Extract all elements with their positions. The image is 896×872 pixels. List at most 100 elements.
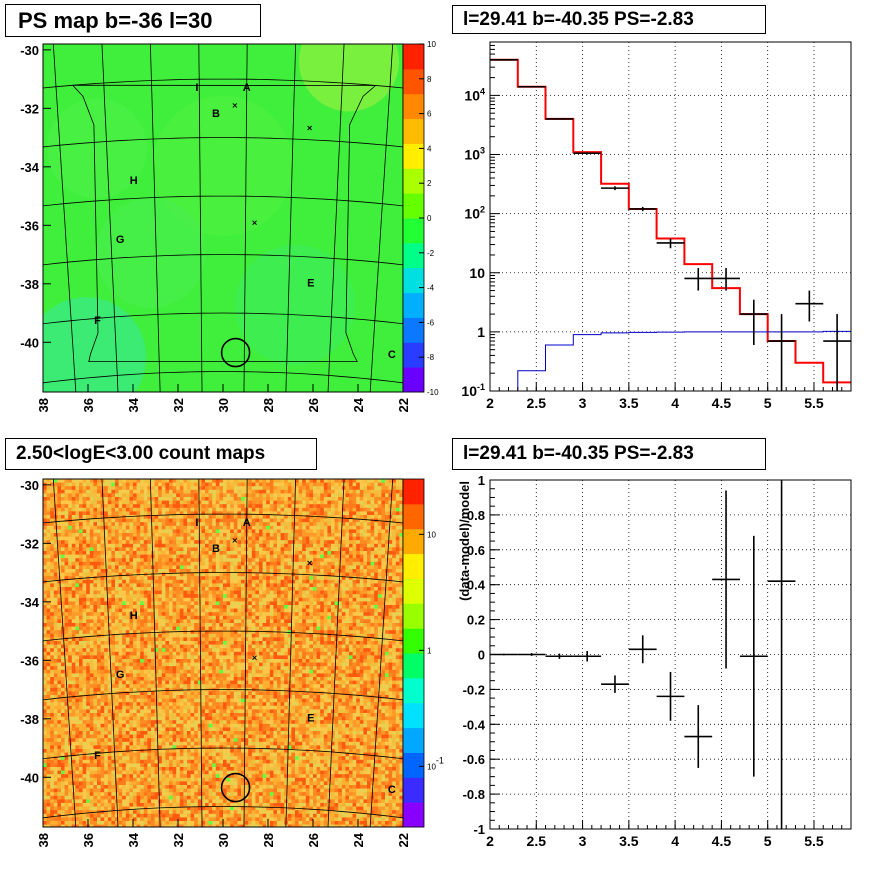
count-pixel (259, 569, 263, 573)
count-pixel (255, 497, 260, 501)
count-pixel (367, 529, 371, 534)
count-pixel (341, 597, 346, 602)
count-pixel (143, 597, 148, 602)
count-pixel (255, 479, 260, 483)
count-pixel (266, 507, 270, 512)
count-pixel (367, 615, 371, 620)
count-pixel (147, 522, 152, 526)
count-pixel (197, 630, 202, 634)
count-pixel (179, 579, 184, 584)
count-pixel (309, 486, 314, 490)
count-pixel (323, 482, 328, 487)
count-pixel (158, 615, 162, 620)
count-pixel (327, 504, 332, 508)
count-pixel (345, 597, 350, 602)
count-pixel (262, 590, 267, 595)
count-pixel (100, 522, 105, 526)
count-pixel (277, 536, 281, 541)
count-pixel (57, 504, 62, 508)
count-pixel (381, 489, 386, 494)
count-pixel (151, 594, 155, 598)
count-pixel (230, 497, 234, 501)
count-pixel (183, 547, 188, 552)
count-pixel (352, 489, 357, 494)
count-pixel (129, 583, 134, 588)
colorbar-segment (403, 68, 424, 95)
count-pixel (43, 500, 47, 505)
count-pixel (93, 540, 98, 544)
count-pixel (133, 594, 137, 598)
count-pixel (115, 630, 119, 634)
count-pixel (392, 479, 396, 483)
count-pixel (334, 529, 339, 534)
count-pixel (305, 608, 310, 613)
count-pixel (363, 518, 368, 523)
count-pixel (295, 590, 299, 595)
count-pixel (305, 587, 310, 591)
count-pixel (183, 623, 188, 627)
count-pixel (61, 489, 65, 494)
count-pixel (233, 533, 238, 537)
count-pixel (136, 551, 141, 555)
count-pixel (316, 619, 321, 624)
count-pixel (316, 547, 321, 552)
count-pixel (172, 540, 177, 544)
count-pixel (277, 605, 281, 609)
count-pixel (291, 594, 296, 598)
count-pixel (215, 569, 220, 573)
count-pixel (104, 522, 108, 526)
count-pixel (104, 594, 108, 598)
count-pixel (79, 565, 83, 570)
count-pixel (97, 601, 101, 606)
count-pixel (190, 576, 195, 580)
count-pixel (133, 551, 137, 555)
count-pixel (363, 525, 368, 530)
count-pixel (179, 558, 184, 562)
count-pixel (374, 605, 378, 609)
count-pixel (284, 594, 288, 598)
count-pixel (154, 619, 159, 624)
count-pixel (298, 489, 303, 494)
count-pixel (183, 551, 188, 555)
count-pixel (46, 525, 51, 530)
count-pixel (107, 561, 112, 566)
count-pixel (230, 482, 234, 487)
count-pixel (327, 597, 332, 602)
count-pixel (115, 576, 119, 580)
count-pixel (226, 482, 231, 487)
count-pixel (259, 558, 263, 562)
count-pixel (291, 507, 296, 512)
count-pixel (82, 504, 87, 508)
count-pixel (334, 623, 339, 627)
count-pixel (104, 536, 108, 541)
count-pixel (115, 601, 119, 606)
count-pixel (143, 615, 148, 620)
count-pixel (82, 543, 87, 548)
count-pixel (341, 630, 346, 634)
count-pixel (352, 583, 357, 588)
count-pixel (140, 558, 144, 562)
count-pixel (179, 626, 184, 631)
count-pixel (370, 482, 375, 487)
count-pixel (179, 608, 184, 613)
count-pixel (201, 486, 206, 490)
count-pixel (367, 486, 371, 490)
count-pixel (363, 497, 368, 501)
count-pixel (82, 594, 87, 598)
count-pixel (219, 579, 224, 584)
count-pixel (352, 572, 357, 577)
count-pixel (316, 583, 321, 588)
count-pixel (226, 590, 231, 595)
count-pixel (244, 608, 249, 613)
count-pixel (269, 551, 274, 555)
count-pixel (395, 590, 400, 595)
count-pixel (172, 615, 177, 620)
count-pixel (208, 540, 213, 544)
count-pixel (187, 572, 191, 577)
count-pixel (53, 522, 58, 526)
count-pixel (86, 565, 90, 570)
count-pixel (82, 482, 87, 487)
count-pixel (183, 587, 188, 591)
count-pixel (50, 583, 54, 588)
count-pixel (280, 626, 285, 631)
